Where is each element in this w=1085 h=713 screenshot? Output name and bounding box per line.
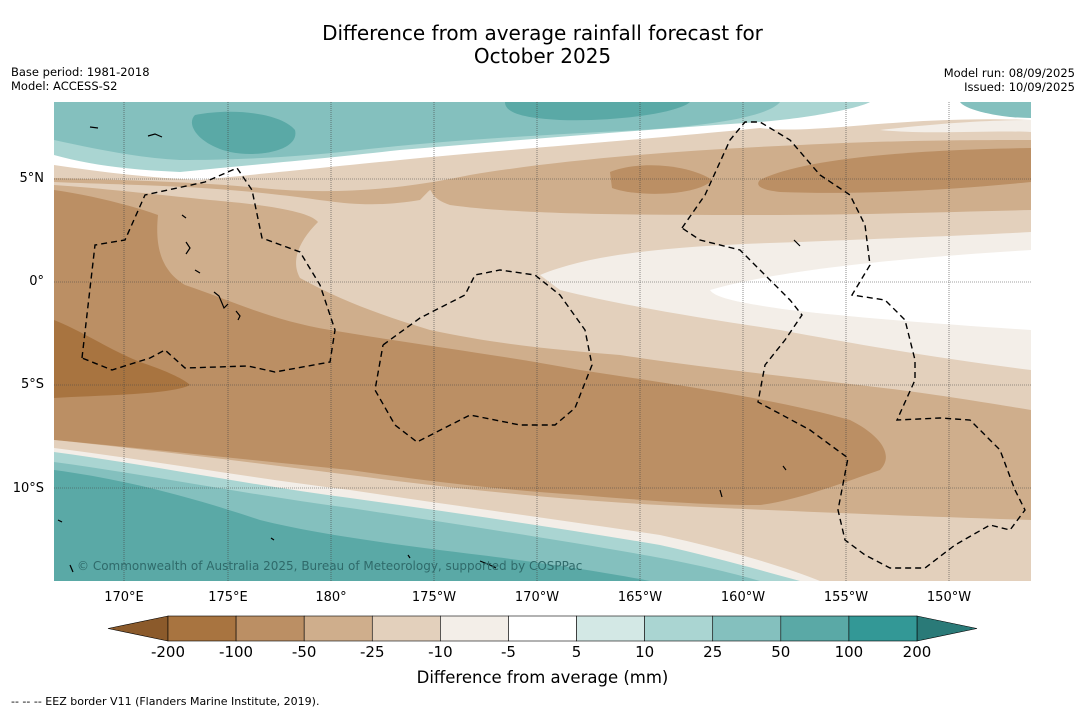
colorbar-tick-label: -25 (360, 643, 385, 661)
colorbar-tick-label: 100 (834, 643, 864, 661)
colorbar-over-arrow (916, 615, 978, 642)
lat-label-5n: 5°N (19, 171, 45, 186)
lon-label-165w: 165°W (617, 590, 663, 605)
map-title: Difference from average rainfall forecas… (0, 22, 1085, 68)
colorbar-tick-label: 50 (771, 643, 791, 661)
colorbar-tick-label: -50 (291, 643, 317, 661)
meta-right: Model run: 08/09/2025 Issued: 10/09/2025 (944, 66, 1075, 94)
islands (57, 126, 801, 573)
lat-label-5s: 5°S (20, 377, 44, 392)
colorbar-tick-label: -10 (428, 643, 453, 661)
copyright-notice: © Commonwealth of Australia 2025, Bureau… (77, 559, 583, 573)
eez-borders (81, 121, 1026, 569)
graticule (54, 102, 1031, 581)
lon-label-155w: 155°W (823, 590, 869, 605)
map-title-line1: Difference from average rainfall forecas… (322, 21, 763, 45)
colorbar-swatch (167, 615, 237, 642)
colorbar-swatch (371, 615, 441, 642)
lon-label-180: 180° (315, 590, 347, 605)
lat-label-0: 0° (29, 274, 44, 289)
lat-label-10s: 10°S (12, 481, 44, 496)
base-period: Base period: 1981-2018 (11, 65, 150, 79)
colorbar-title: Difference from average (mm) (416, 668, 669, 687)
colorbar-swatch (440, 615, 509, 642)
colorbar-swatch (644, 615, 714, 642)
colorbar-tick-label: 5 (571, 643, 582, 661)
map-title-line2: October 2025 (473, 44, 612, 68)
colorbar-swatch (508, 615, 577, 642)
colorbar-swatch (235, 615, 305, 642)
lon-label-170e: 170°E (104, 590, 144, 605)
colorbar-tick-label: -5 (500, 643, 516, 661)
lon-label-175w: 175°W (411, 590, 457, 605)
colorbar-swatch (712, 615, 782, 642)
lon-label-175e: 175°E (208, 590, 248, 605)
issued-date: Issued: 10/09/2025 (964, 80, 1075, 94)
eez-footnote: -- -- -- EEZ border V11 (Flanders Marine… (11, 695, 320, 708)
rainfall-anomaly-map (54, 102, 1031, 581)
model-name: Model: ACCESS-S2 (11, 79, 118, 93)
lon-label-160w: 160°W (720, 590, 766, 605)
colorbar-tick-label: -100 (219, 643, 254, 661)
map-fill (54, 102, 1031, 581)
colorbar-swatch (780, 615, 850, 642)
colorbar-tick-label: 10 (635, 643, 655, 661)
meta-left: Base period: 1981-2018 Model: ACCESS-S2 (11, 65, 150, 93)
colorbar-swatch (576, 615, 645, 642)
colorbar-tick-label: 25 (703, 643, 723, 661)
colorbar-under-arrow (107, 615, 169, 642)
lon-label-150w: 150°W (926, 590, 972, 605)
colorbar-swatch (848, 615, 918, 642)
colorbar-tick-label: -200 (150, 643, 186, 661)
colorbar-swatch (303, 615, 373, 642)
model-run: Model run: 08/09/2025 (943, 66, 1075, 80)
lon-label-170w: 170°W (514, 590, 560, 605)
colorbar-tick-label: 200 (902, 643, 932, 661)
